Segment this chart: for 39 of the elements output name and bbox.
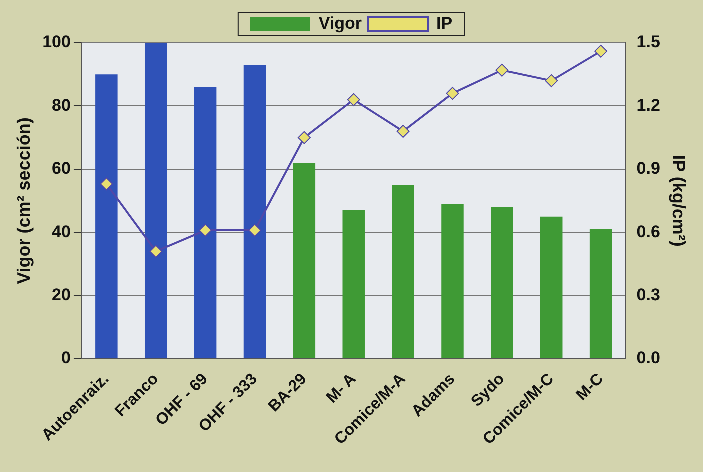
point [496, 64, 509, 77]
point [298, 131, 311, 144]
bar [244, 65, 266, 359]
point [446, 87, 460, 100]
y-tick-label: 0 [61, 348, 71, 368]
point [150, 245, 163, 258]
point [347, 93, 360, 106]
y-tick-label: 100 [42, 32, 71, 52]
y2-tick-label: 0.3 [636, 286, 660, 305]
y2-tick-label: 1.2 [636, 96, 660, 115]
bar [293, 163, 316, 359]
bar [96, 74, 118, 359]
legend-label: Vigor [318, 14, 362, 34]
legend-label: IP [436, 14, 453, 34]
x-tick-label: M-C [574, 370, 608, 404]
bar [540, 216, 563, 359]
y-axis-title: Vigor (cm² sección) [14, 118, 34, 284]
y-tick-label: 20 [52, 286, 71, 305]
bar [194, 87, 217, 359]
bar [442, 204, 464, 359]
y2-tick-label: 0.9 [636, 159, 660, 178]
bar [144, 43, 168, 359]
y2-tick-label: 0.0 [636, 348, 660, 368]
y-tick-label: 80 [52, 96, 71, 115]
y-tick-label: 60 [52, 159, 71, 178]
y-tick-label: 40 [52, 222, 71, 242]
bar [491, 207, 514, 359]
point [248, 224, 262, 238]
point [199, 224, 212, 238]
bar [590, 229, 612, 359]
y2-axis-title: IP (kg/cm²) [669, 155, 690, 247]
bar [392, 185, 414, 359]
bar [342, 210, 365, 359]
point [594, 44, 608, 58]
y2-tick-label: 1.5 [636, 32, 660, 52]
point [396, 124, 410, 138]
point [100, 178, 114, 191]
point [545, 74, 558, 88]
y2-tick-label: 0.6 [636, 222, 660, 242]
